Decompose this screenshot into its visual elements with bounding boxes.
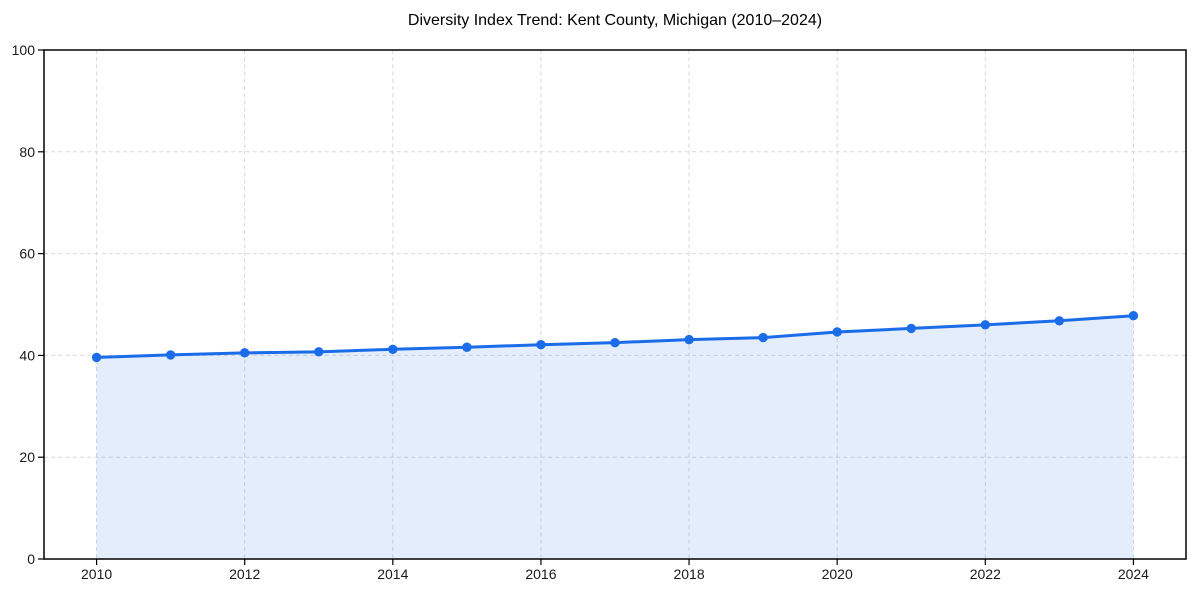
x-tick-label: 2020 xyxy=(822,566,853,582)
x-tick-label: 2024 xyxy=(1118,566,1149,582)
data-point-2013 xyxy=(314,347,324,357)
y-tick-label: 60 xyxy=(19,246,35,262)
data-point-2010 xyxy=(91,352,102,363)
y-tick-label: 40 xyxy=(19,347,35,363)
x-tick-label: 2010 xyxy=(81,566,112,582)
data-point-2018 xyxy=(684,334,694,345)
x-tick-label: 2016 xyxy=(525,566,556,582)
data-point-2014 xyxy=(388,344,398,354)
y-tick-label: 80 xyxy=(19,144,35,160)
y-tick-label: 0 xyxy=(27,551,35,567)
data-point-2016 xyxy=(536,340,546,350)
data-point-2012 xyxy=(240,348,250,358)
x-tick-label: 2022 xyxy=(970,566,1001,582)
data-point-2019 xyxy=(758,332,768,343)
data-point-2011 xyxy=(165,350,176,360)
data-point-2017 xyxy=(610,337,620,348)
data-point-2023 xyxy=(1054,316,1065,326)
y-tick-label: 100 xyxy=(12,42,36,58)
x-tick-label: 2012 xyxy=(229,566,260,582)
data-point-2020 xyxy=(832,327,842,337)
x-tick-label: 2018 xyxy=(673,566,704,582)
chart-title: Diversity Index Trend: Kent County, Mich… xyxy=(407,12,823,29)
data-point-2021 xyxy=(906,323,916,334)
data-point-2024 xyxy=(1128,310,1139,321)
area-fill xyxy=(96,315,1134,559)
x-tick-label: 2014 xyxy=(377,566,408,582)
y-tick-label: 20 xyxy=(19,449,35,465)
data-point-2015 xyxy=(462,342,472,352)
plot-border xyxy=(43,49,1187,560)
data-point-2022 xyxy=(980,320,990,330)
